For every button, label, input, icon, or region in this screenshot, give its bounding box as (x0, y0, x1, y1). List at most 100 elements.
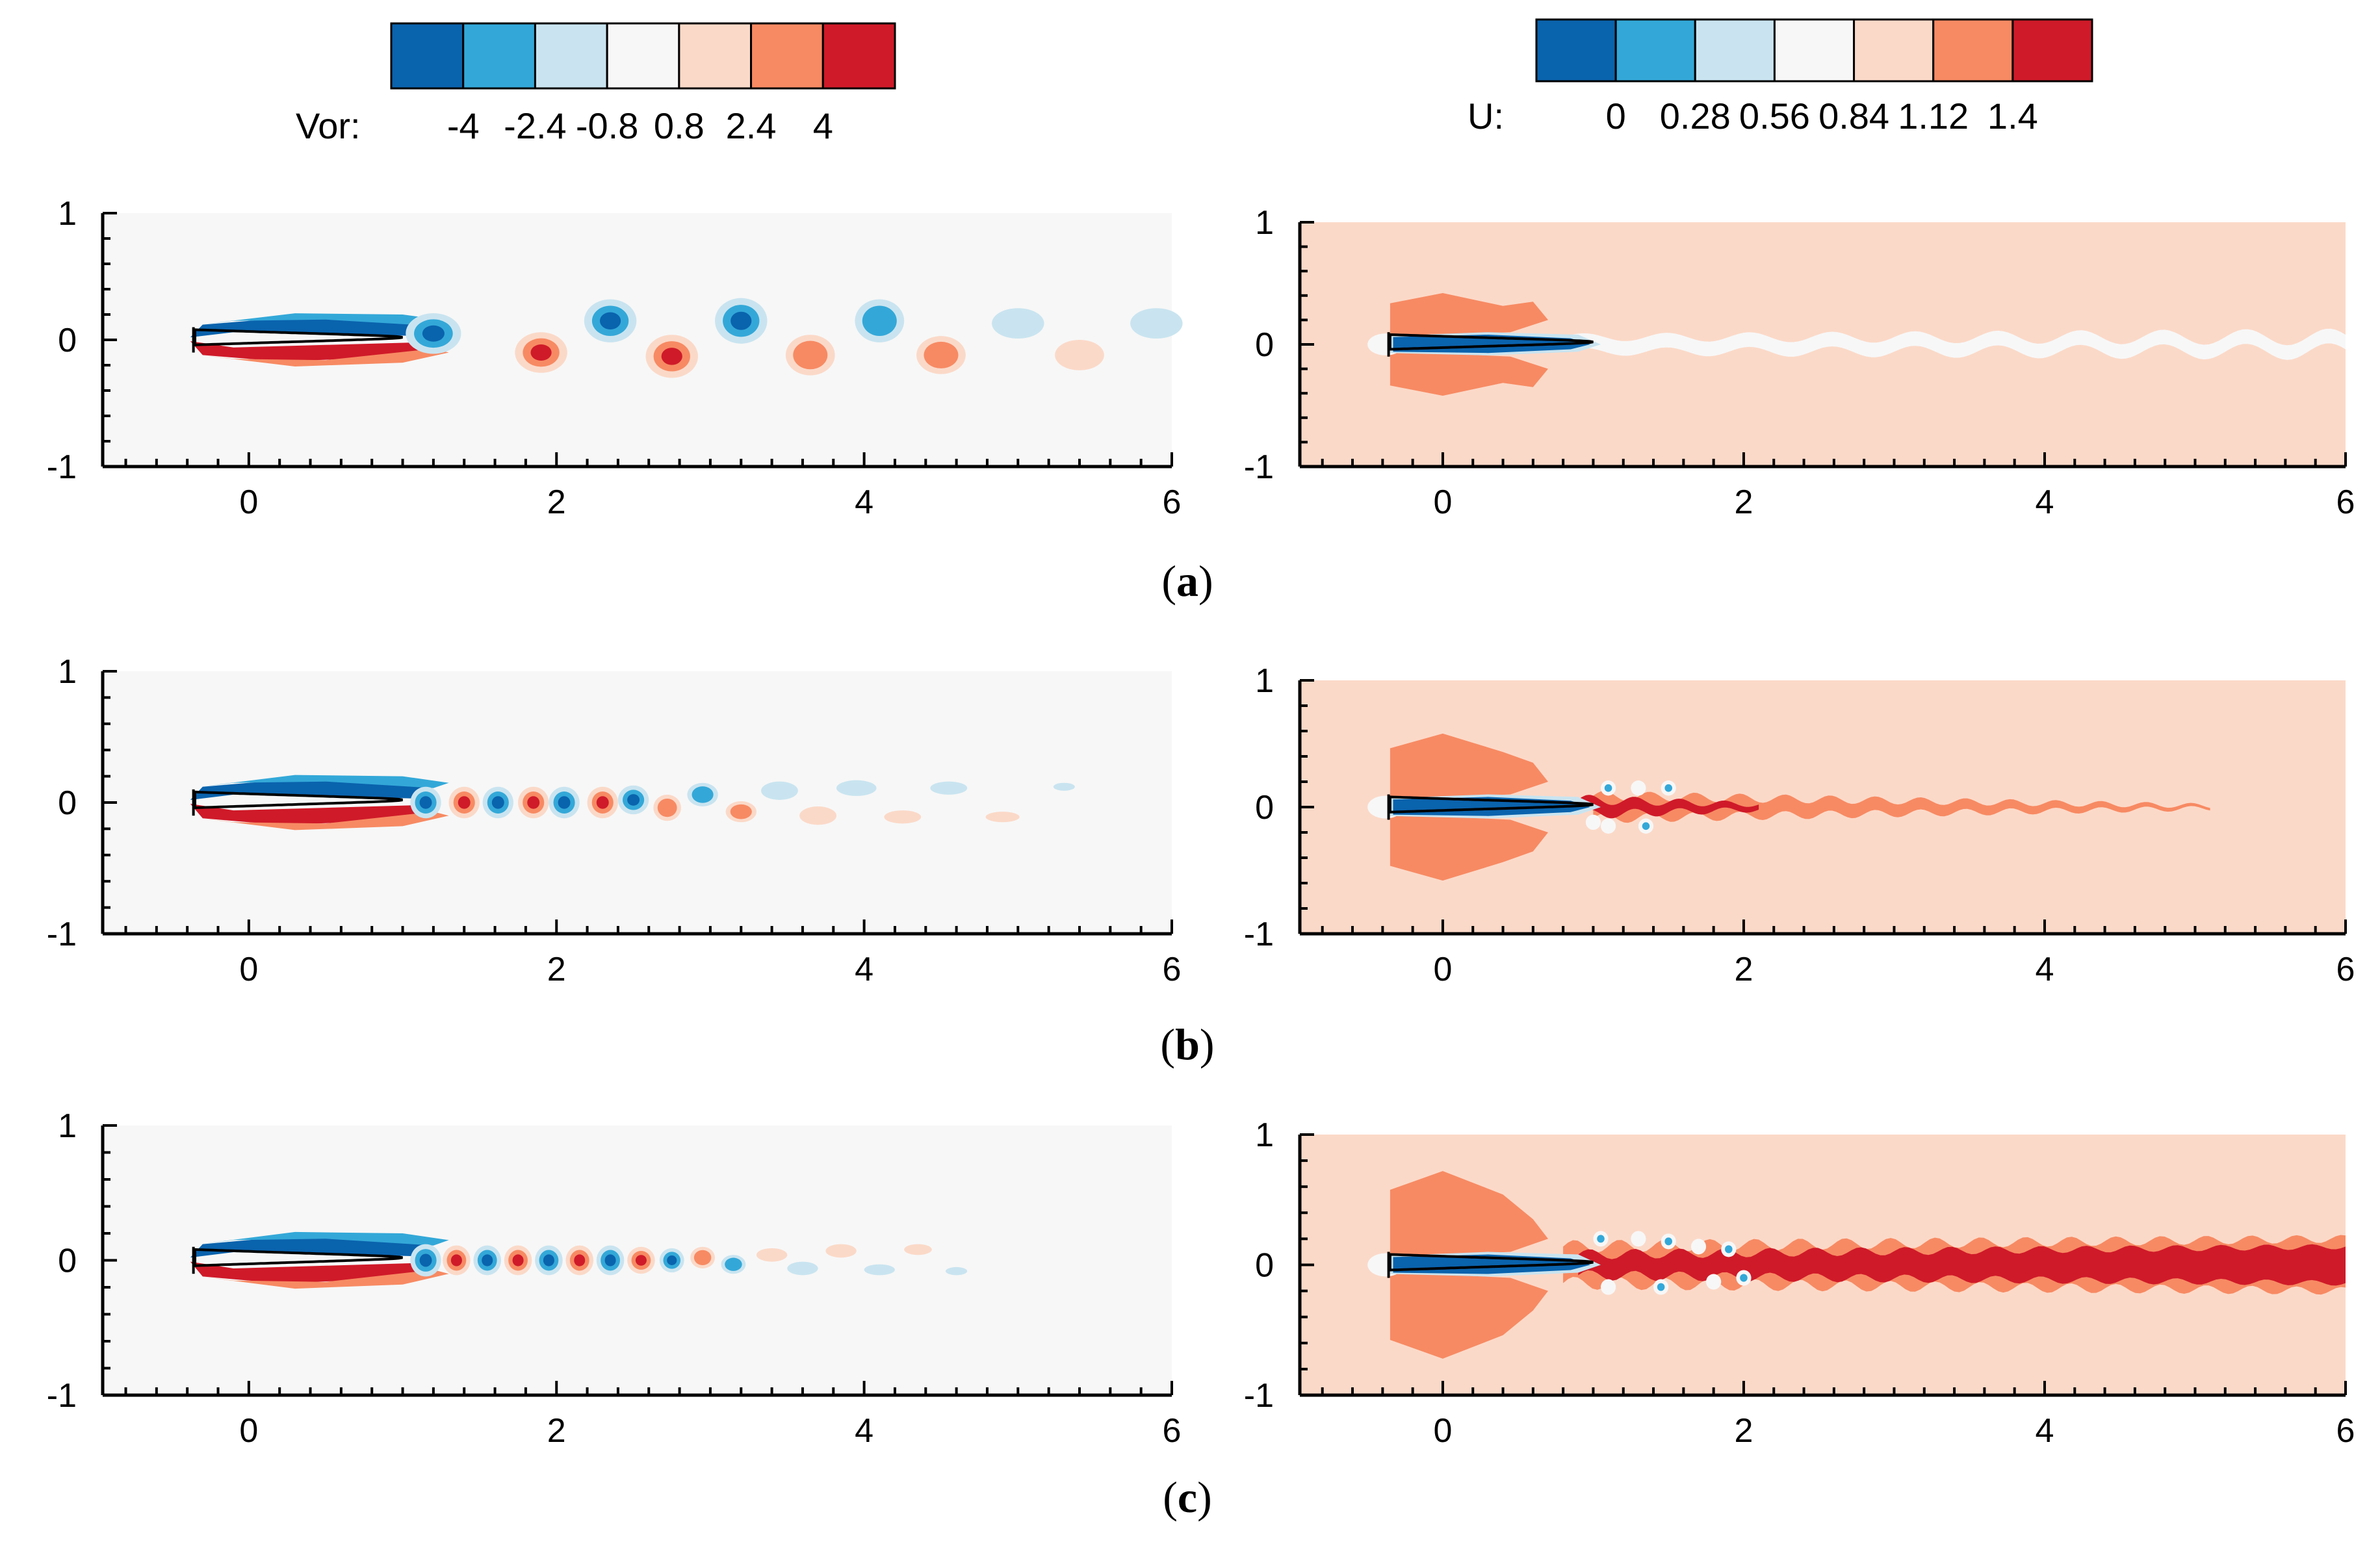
vortex-middle (692, 786, 714, 803)
vortex-middle (725, 1257, 742, 1271)
vortex-outer (825, 1244, 857, 1258)
wake-vortex-core (1642, 822, 1650, 830)
wake-vortex-core (1664, 784, 1672, 792)
velocity-panel-2: 0 2 4 6 1 0 -1 (1244, 662, 2355, 988)
colorbar-swatch (1535, 18, 1617, 83)
x-tick-label: 6 (2336, 1412, 2355, 1450)
field-background (103, 213, 1172, 467)
colorbar-vorticity: Vor: -4 -2.4 -0.8 0.8 2.4 4 (296, 22, 896, 146)
wake-vortex-marker (1690, 1239, 1707, 1255)
lower-shear-layer-edge (200, 812, 449, 830)
x-tick-label: 6 (1163, 483, 1182, 521)
vortex-core (661, 348, 682, 365)
x-tick-label: 6 (2336, 951, 2355, 988)
colorbar-tick-label: 0.28 (1660, 96, 1731, 136)
wake-jet-core (1578, 795, 1759, 819)
x-tick-label: 4 (855, 483, 873, 521)
axes: 0 2 4 6 1 0 -1 (1244, 1116, 2355, 1450)
axes: 0 2 4 6 1 0 -1 (1244, 662, 2355, 988)
vortex-outer (930, 781, 968, 795)
vortex-core (574, 1254, 586, 1266)
x-tick-label: 6 (1163, 951, 1182, 988)
vortex-core (450, 1254, 462, 1266)
colorbar-swatch (1614, 18, 1696, 83)
colorbar-swatch (534, 22, 608, 90)
vortex-outer (992, 308, 1044, 339)
airfoil-outline (1388, 1253, 1594, 1272)
x-tick-label: 2 (547, 483, 566, 521)
colorbar-swatch (1694, 18, 1776, 83)
vortex-core (491, 796, 504, 809)
wake-vortex-marker (1631, 1231, 1646, 1247)
y-tick-label: -1 (1244, 448, 1274, 486)
vortex-middle (924, 341, 959, 368)
wake-vortex-core (1664, 1237, 1672, 1246)
y-tick-label: -1 (47, 448, 77, 486)
vortex-core (731, 311, 752, 330)
upper-shear-layer-edge (200, 1231, 449, 1246)
colorbar-tick-label: 0.8 (654, 105, 705, 146)
vortex-core (667, 1255, 677, 1265)
acceleration-zone-upper (1390, 1171, 1548, 1259)
x-tick-label: 0 (239, 951, 258, 988)
colorbar-swatch (1853, 18, 1935, 83)
y-tick-label: 0 (58, 322, 77, 359)
acceleration-zone-upper (1390, 733, 1548, 801)
wake-vortex-marker (1585, 814, 1601, 830)
colorbar-swatch (1773, 18, 1856, 83)
vortex-middle (693, 1250, 712, 1265)
vortex-outer (1130, 308, 1183, 339)
colorbar-swatch (750, 22, 824, 90)
vortex-core (627, 794, 640, 806)
lower-shear-layer-edge (200, 1270, 449, 1289)
panel-label-a: (a) (1161, 556, 1213, 606)
y-tick-label: -1 (47, 916, 77, 953)
acceleration-zone-upper (1390, 293, 1548, 339)
colorbar-tick-label: -4 (447, 105, 480, 146)
colorbar-tick-label: 0 (1606, 96, 1626, 136)
acceleration-zone-lower (1390, 1271, 1548, 1359)
wake-vortex-marker (1601, 1279, 1616, 1295)
colorbar-tick-label: 1.12 (1898, 96, 1969, 136)
x-tick-label: 6 (1163, 1412, 1182, 1450)
vorticity-panel-3: 0 2 4 6 1 0 -1 (47, 1107, 1182, 1450)
y-tick-label: -1 (1244, 1377, 1274, 1415)
x-tick-label: 2 (1734, 951, 1753, 988)
wake-vortex-core (1597, 1235, 1605, 1243)
axes: 0 2 4 6 1 0 -1 (47, 1107, 1182, 1450)
upper-shear-layer (190, 780, 433, 800)
vortex-core (458, 796, 471, 809)
y-tick-label: 0 (1255, 326, 1274, 364)
wake-vortex-core (1657, 1283, 1665, 1291)
axes: 0 2 4 6 1 0 -1 (47, 195, 1182, 521)
colorbar-tick-label: 0.56 (1739, 96, 1810, 136)
colorbar-tick-label: 0.84 (1818, 96, 1889, 136)
y-tick-label: 1 (58, 195, 77, 233)
vortex-outer (756, 1248, 788, 1262)
vortex-outer (864, 1264, 895, 1276)
y-tick-label: 1 (1255, 662, 1274, 700)
vortex-outer (985, 812, 1020, 823)
x-tick-label: 0 (1433, 1412, 1452, 1450)
y-tick-label: 1 (1255, 204, 1274, 242)
y-tick-label: 0 (58, 784, 77, 822)
upper-shear-layer-edge (200, 775, 449, 788)
wake-vortex-core (1725, 1245, 1733, 1253)
airfoil-outline (194, 328, 403, 346)
x-tick-label: 4 (2036, 951, 2054, 988)
axes: 0 2 4 6 1 0 -1 (1244, 204, 2355, 521)
x-tick-label: 4 (2036, 1412, 2054, 1450)
colorbar-velocity: U: 0 0.28 0.56 0.84 1.12 1.4 (1468, 18, 2093, 136)
axes: 0 2 4 6 1 0 -1 (47, 653, 1182, 988)
wake-vortex-marker (1706, 1274, 1722, 1290)
vortex-core (599, 312, 621, 330)
wake-vortex-core (1740, 1274, 1748, 1282)
upper-shear-layer-edge (200, 313, 449, 326)
colorbar-swatch (606, 22, 680, 90)
colorbar-swatch (821, 22, 896, 90)
vortex-core (596, 796, 609, 809)
vortex-core (604, 1254, 616, 1266)
colorbar-label: Vor: (296, 105, 361, 146)
wake-vortex-marker (1631, 780, 1646, 796)
y-tick-label: -1 (47, 1377, 77, 1415)
